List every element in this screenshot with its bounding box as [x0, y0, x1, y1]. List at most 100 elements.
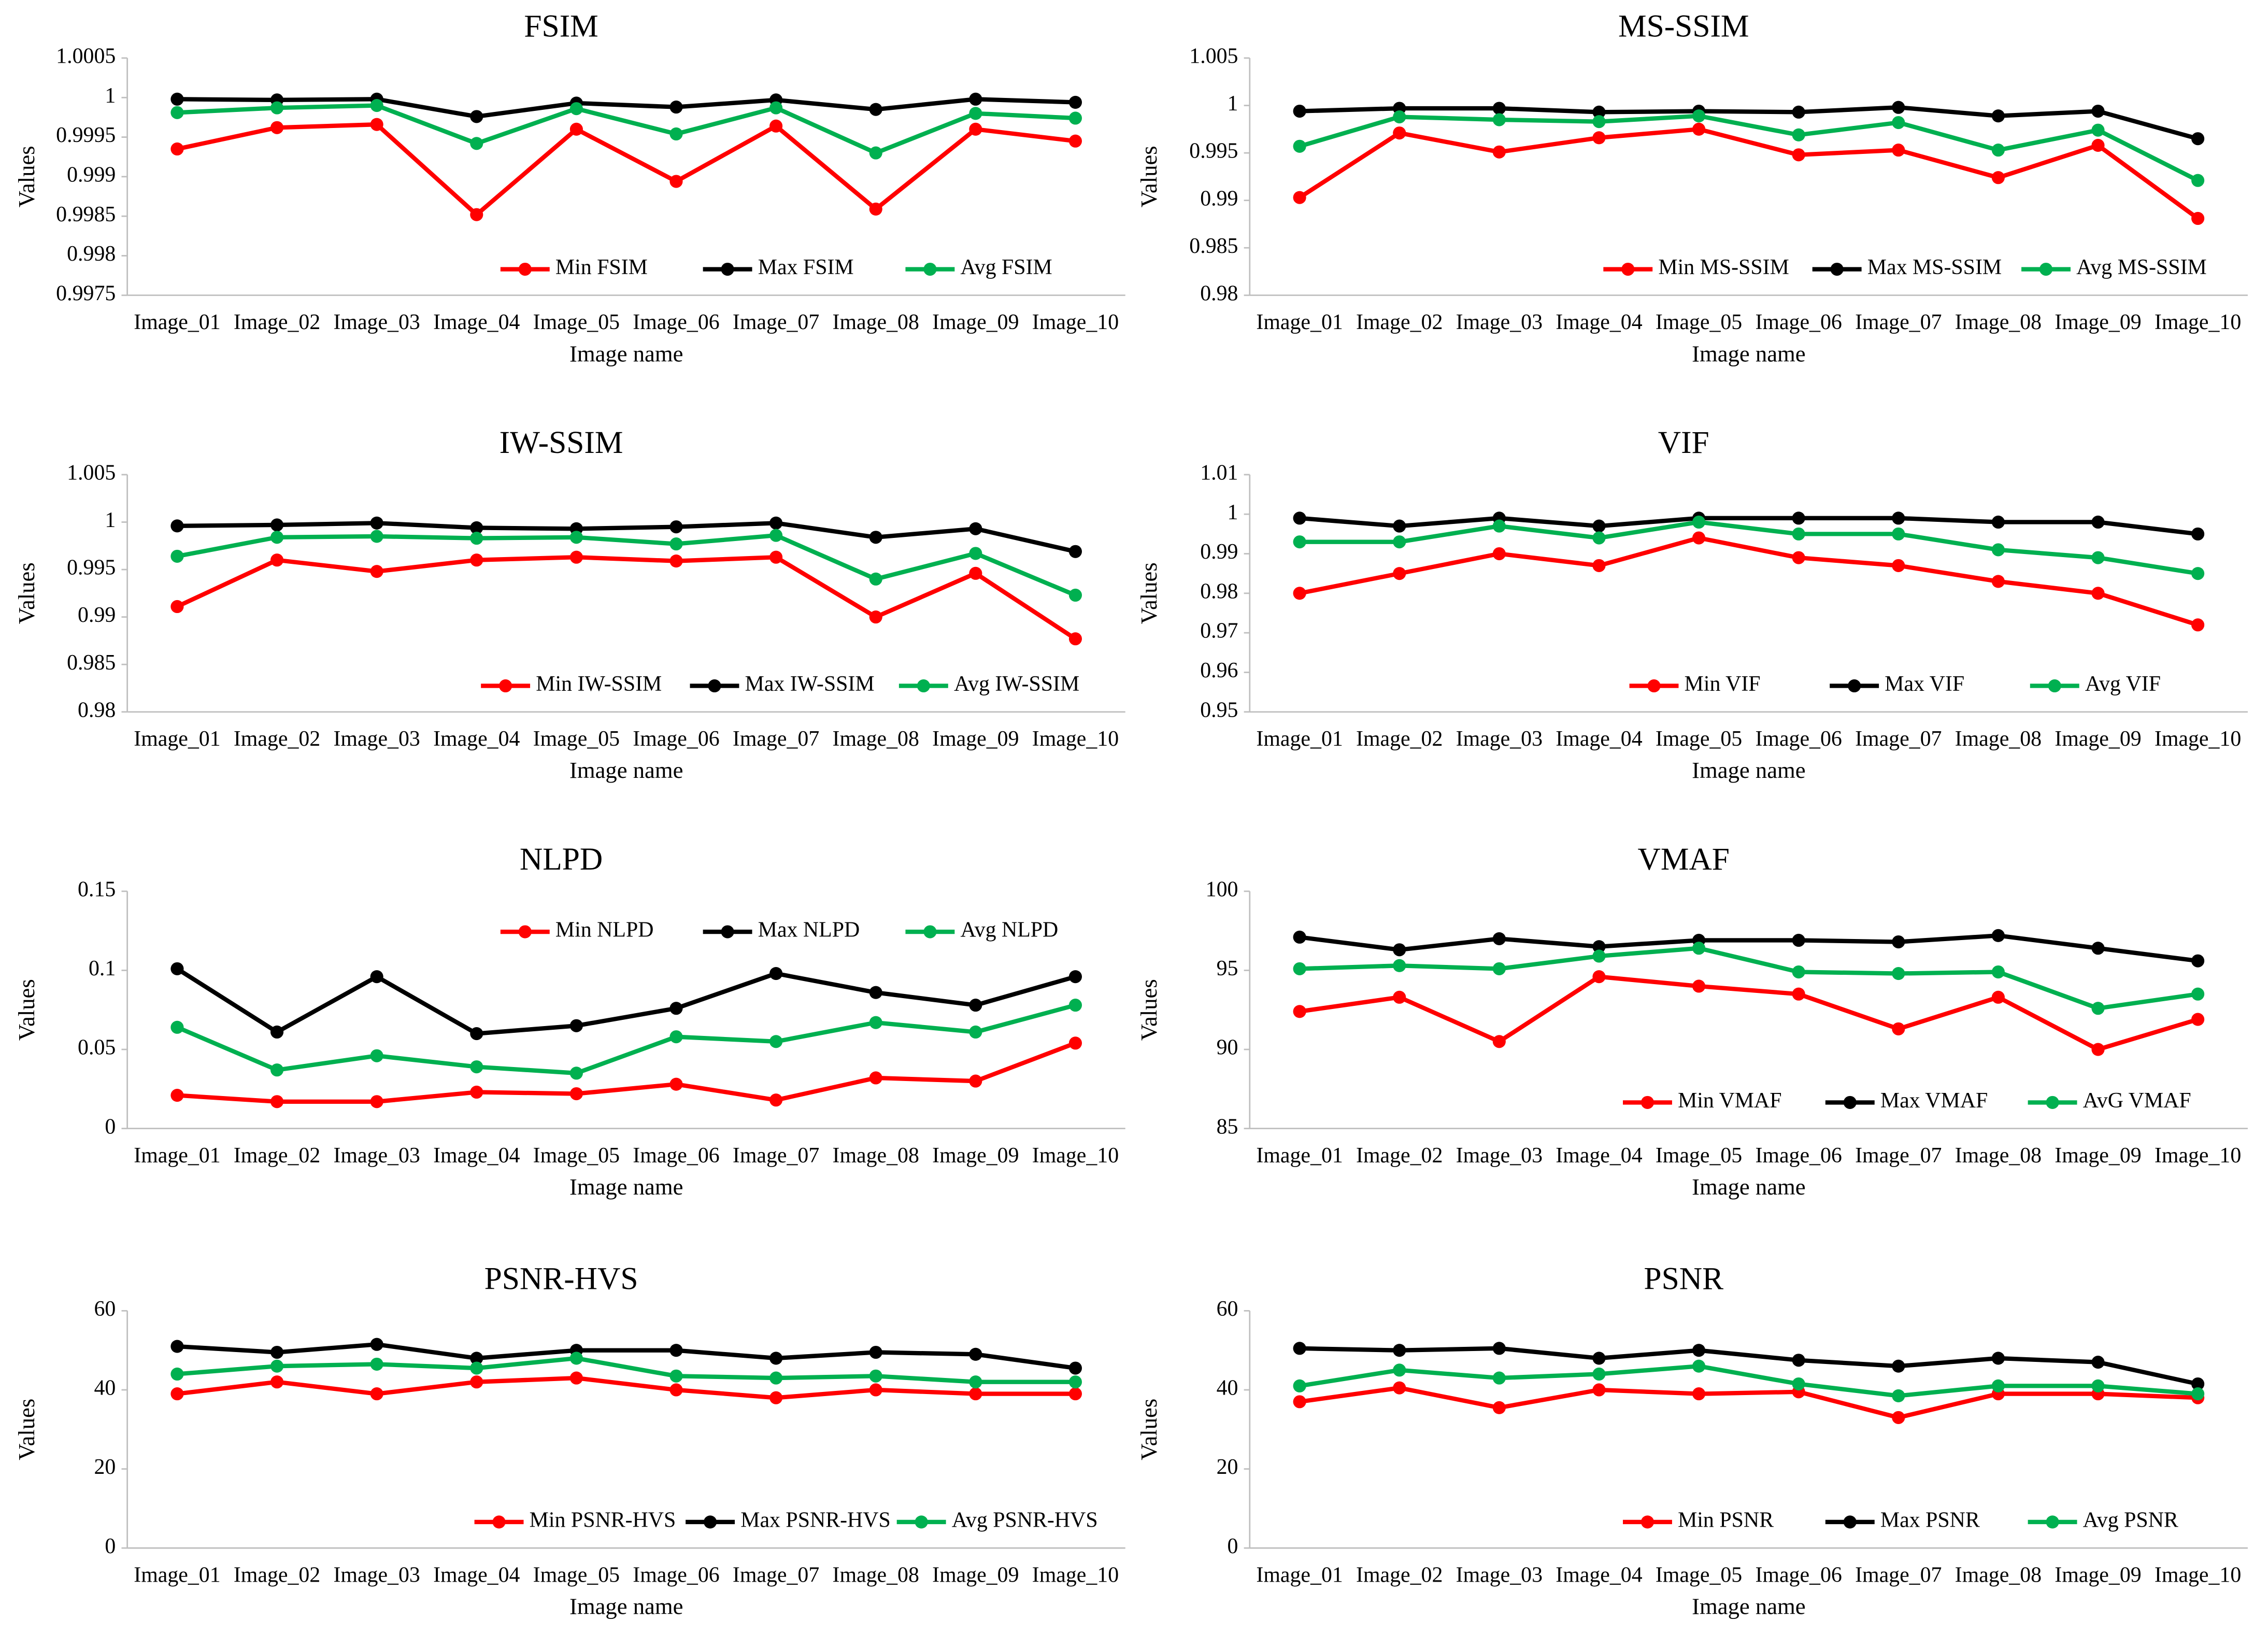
- x-tick-label: Image_06: [633, 1144, 719, 1168]
- x-axis-title: Image name: [1692, 757, 1805, 783]
- data-point: [969, 1074, 982, 1088]
- data-point: [869, 1016, 882, 1029]
- data-point: [669, 127, 683, 141]
- x-tick-label: Image_06: [1755, 727, 1842, 751]
- legend-marker: [1843, 1096, 1857, 1109]
- data-point: [1792, 987, 1805, 1001]
- data-point: [1068, 1036, 1082, 1050]
- x-axis-title: Image name: [569, 757, 683, 783]
- legend-label: Max IW-SSIM: [745, 672, 875, 696]
- y-tick-label: 0.95: [1200, 698, 1238, 722]
- data-point: [1792, 551, 1805, 564]
- x-tick-label: Image_08: [1955, 727, 2042, 751]
- legend-label: Avg FSIM: [961, 255, 1052, 279]
- series-line: [177, 1375, 1076, 1400]
- data-point: [470, 1375, 483, 1389]
- data-point: [1592, 970, 1606, 984]
- data-point: [1293, 1379, 1306, 1392]
- data-point: [370, 970, 383, 984]
- data-point: [1792, 105, 1805, 119]
- data-point: [2091, 1002, 2105, 1015]
- y-tick-label: 0.999: [67, 163, 116, 187]
- chart-panel: NLPD 0 0.05 0.1 0.15 Image_01 Image_02 Image_03…: [13, 842, 1125, 1200]
- data-point: [1592, 131, 1606, 145]
- data-point: [1991, 109, 2005, 123]
- series-line: [1299, 113, 2199, 182]
- x-tick-label: Image_07: [733, 310, 819, 334]
- chart-title: NLPD: [520, 842, 603, 877]
- data-point: [1991, 965, 2005, 979]
- data-point: [470, 1352, 483, 1365]
- y-tick-label: 0.97: [1200, 619, 1238, 643]
- legend-label: Max NLPD: [758, 918, 860, 942]
- legend-label: Max VMAF: [1880, 1089, 1988, 1113]
- data-point: [1792, 527, 1805, 541]
- legend-marker: [499, 679, 512, 693]
- data-point: [1293, 587, 1306, 600]
- data-point: [170, 962, 184, 975]
- data-point: [2191, 1013, 2205, 1026]
- y-tick-label: 85: [1217, 1115, 1238, 1139]
- data-point: [1692, 515, 1706, 529]
- data-point: [1692, 531, 1706, 545]
- series-line: [1299, 1385, 2198, 1420]
- legend-marker: [704, 1515, 717, 1529]
- legend-label: Max MS-SSIM: [1867, 255, 2002, 279]
- y-axis-title: Values: [1136, 1399, 1162, 1460]
- data-point: [1393, 535, 1406, 549]
- data-point: [370, 1049, 383, 1062]
- data-point: [769, 119, 783, 133]
- x-tick-label: Image_03: [333, 310, 420, 334]
- data-point: [1592, 115, 1606, 129]
- data-point: [470, 110, 483, 123]
- legend-marker: [518, 925, 532, 939]
- data-point: [869, 146, 882, 160]
- chart-panel: MS-SSIM 0.98 0.985 0.99 0.995 1 1.005 Image_01 I…: [1136, 8, 2248, 366]
- legend-label: Avg IW-SSIM: [954, 672, 1079, 696]
- y-tick-label: 0.9975: [56, 281, 116, 305]
- data-point: [170, 1387, 184, 1401]
- data-point: [1892, 1022, 1905, 1035]
- data-point: [569, 531, 583, 544]
- legend-label: Avg PSNR: [2083, 1509, 2178, 1532]
- series-line: [1298, 127, 2200, 220]
- data-point: [669, 1369, 683, 1383]
- y-tick-label: 20: [1217, 1455, 1238, 1479]
- legend-marker: [1848, 679, 1861, 693]
- data-point: [1991, 543, 2005, 557]
- data-point: [1068, 632, 1082, 646]
- x-tick-label: Image_02: [234, 1144, 320, 1168]
- y-tick-label: 1: [1228, 92, 1238, 116]
- data-point: [1492, 962, 1506, 975]
- data-point: [969, 1025, 982, 1039]
- x-tick-label: Image_01: [134, 310, 220, 334]
- data-point: [2091, 515, 2105, 529]
- y-axis-title: Values: [1136, 562, 1162, 624]
- legend-label: Max PSNR-HVS: [740, 1509, 891, 1532]
- data-point: [1991, 1379, 2005, 1392]
- data-point: [470, 553, 483, 567]
- x-tick-label: Image_04: [1556, 1144, 1642, 1168]
- data-point: [1393, 1363, 1406, 1377]
- x-tick-label: Image_06: [1755, 1144, 1842, 1168]
- series-line: [1300, 1346, 2199, 1386]
- chart-title: FSIM: [524, 8, 598, 44]
- series-line: [1299, 1363, 2198, 1398]
- data-point: [1892, 116, 1905, 130]
- y-tick-label: 0: [1228, 1534, 1238, 1558]
- data-point: [1068, 111, 1082, 125]
- data-point: [869, 1071, 882, 1085]
- legend-marker: [518, 262, 532, 276]
- legend-label: Avg VIF: [2085, 672, 2161, 696]
- data-point: [2091, 1043, 2105, 1056]
- data-point: [769, 1035, 783, 1048]
- data-point: [370, 1387, 383, 1401]
- x-tick-label: Image_02: [1356, 1563, 1443, 1587]
- x-tick-label: Image_08: [833, 1144, 919, 1168]
- data-point: [669, 1030, 683, 1044]
- x-tick-label: Image_02: [1356, 310, 1443, 334]
- data-point: [769, 550, 783, 564]
- data-point: [1068, 95, 1082, 109]
- series-line: [1300, 520, 2199, 576]
